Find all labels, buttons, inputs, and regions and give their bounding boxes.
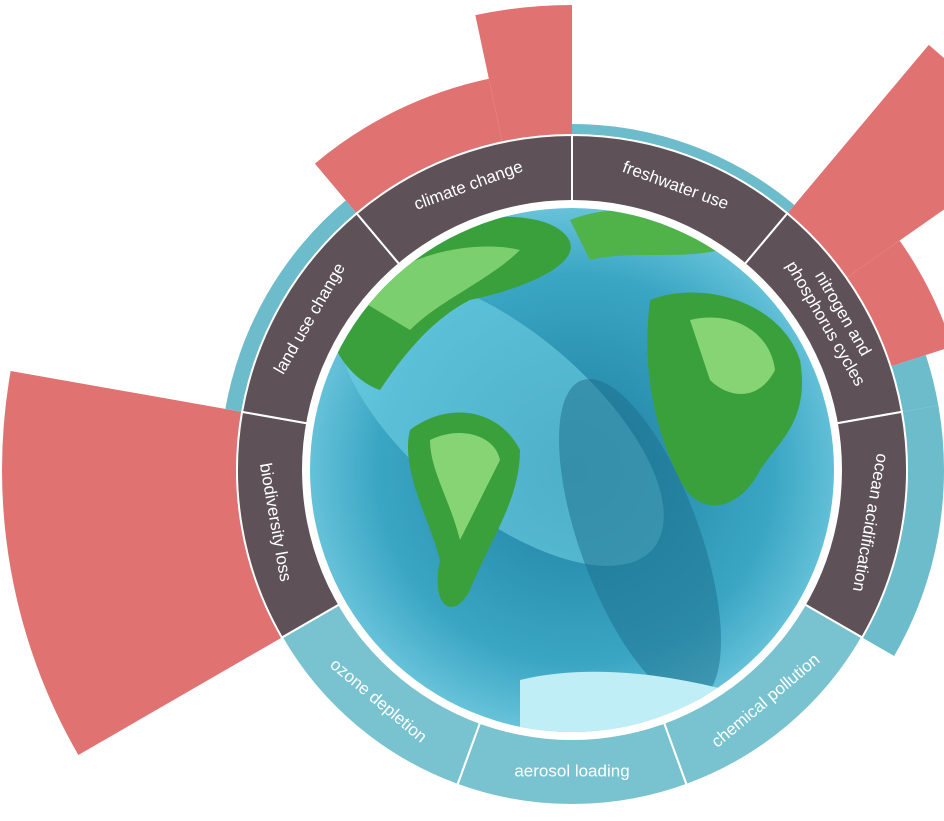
boundary-wedge xyxy=(1,371,287,755)
boundary-wedge xyxy=(784,44,944,281)
boundary-wedge xyxy=(475,5,572,148)
boundary-wedge xyxy=(842,240,944,369)
boundary-wedge xyxy=(572,124,795,218)
segment-ring xyxy=(236,133,909,806)
segment-label: aerosol loading xyxy=(514,761,629,780)
earth xyxy=(310,208,834,732)
boundary-wedge xyxy=(314,78,504,218)
